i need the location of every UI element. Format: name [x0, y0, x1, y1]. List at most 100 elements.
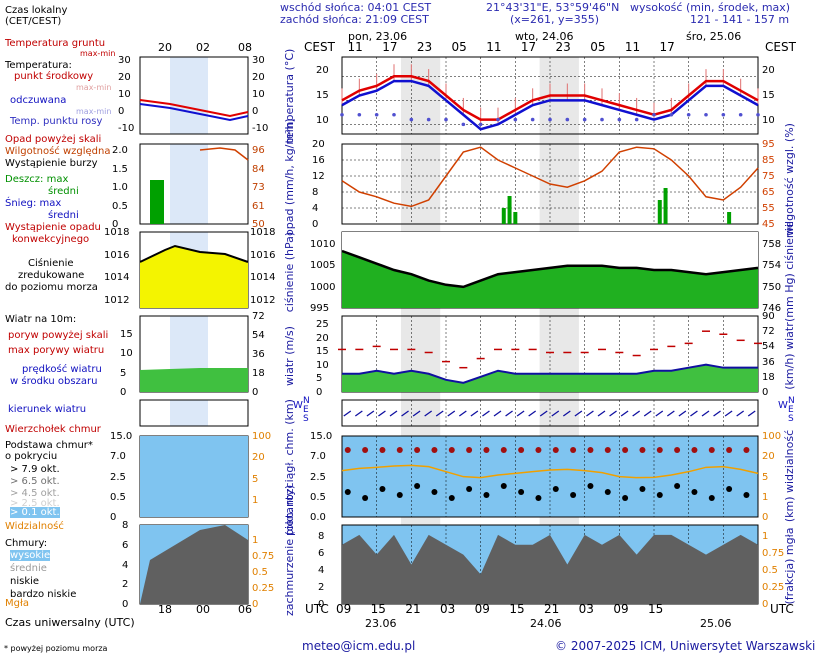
wind-direction-arrow	[701, 410, 710, 417]
cloud-top-dot	[743, 447, 750, 453]
wind-direction-arrow	[747, 410, 756, 417]
wind-direction-arrow	[597, 410, 606, 417]
legend-pres-tick-l-1: 1016	[104, 249, 130, 261]
legend-snow-mid: średni	[48, 210, 79, 221]
wind-tick-r-1: 72	[762, 326, 775, 338]
legend-wind-speed: prędkość wiatru	[22, 364, 102, 375]
wind-tick-l-5: 0	[316, 387, 323, 398]
wind-tick-l-0: 25	[316, 319, 329, 330]
rain-bar	[501, 208, 506, 224]
cloud-cover-area	[342, 534, 758, 604]
humidity-tick-r-5: 45	[762, 219, 775, 230]
legend-pres-tick-l-0: 1018	[104, 227, 130, 238]
legend-cover-tick-l-1: 6	[122, 539, 129, 551]
fog-axis-label: (frakcja) mgła	[783, 527, 796, 605]
dew-point-dot	[530, 117, 535, 122]
wind-direction-arrow	[620, 410, 629, 417]
cloud-base-dot	[656, 492, 663, 498]
humidity-tick-r-4: 55	[762, 203, 775, 214]
wind-tick-l-3: 10	[316, 359, 329, 371]
cest-hour-9: 17	[659, 40, 675, 54]
cloud-top-dot	[379, 447, 386, 453]
dew-point-dot	[634, 117, 639, 122]
cloud-base-dot	[743, 492, 750, 498]
legend-vis-tick-r-2: 5	[252, 473, 259, 485]
cloud-tick-l-0: 15.0	[310, 431, 333, 442]
wind-axis-label: wiatr (m/s)	[283, 326, 296, 386]
legend-fog-tick-r-3: 0.25	[252, 583, 275, 594]
cest-label-right: CEST	[765, 40, 796, 54]
contact-email-link[interactable]: meteo@icm.edu.pl	[302, 639, 416, 653]
day-date-2: 24.06	[530, 617, 562, 630]
legend-cloud-cover-area	[140, 525, 248, 604]
legend-temp-maxmin: max-min	[76, 83, 112, 92]
legend-cloud-tick-l-2: 2.5	[110, 471, 126, 483]
sunset-text: zachód słońca: 21:09 CEST	[280, 13, 429, 26]
legend-humidity-line	[199, 147, 249, 161]
cloud-base-dot	[466, 486, 473, 492]
dew-point-dot	[357, 112, 362, 117]
compass-left-n: N	[303, 396, 310, 406]
wind-tick-l-2: 15	[316, 346, 329, 358]
cloud-base-dot	[674, 483, 681, 489]
cloud-top-dot	[448, 447, 455, 453]
legend-pressure-line	[139, 244, 249, 263]
legend-okt-01: > 0.1 okt.	[10, 507, 60, 518]
compass-left-e: E	[303, 405, 309, 415]
legend-okt-45: > 4.5 okt.	[10, 488, 60, 499]
felt-temp-line	[341, 79, 759, 131]
utc-hour-0: 09	[336, 602, 352, 616]
utc-hour-9: 15	[648, 602, 664, 616]
cest-hour-5: 17	[520, 40, 537, 54]
cloud-top-dot	[362, 447, 369, 453]
night-band-0	[400, 57, 441, 604]
legend-humidity: Wilgotność względna	[5, 146, 111, 157]
cloud-top-dot	[431, 447, 438, 453]
humidity-line	[341, 146, 759, 208]
legend-hum-tick-r-1: 84	[252, 163, 265, 175]
cloud-tick-l-2: 2.5	[310, 471, 326, 483]
cest-hour-2: 23	[416, 40, 433, 54]
compass-right-w: W	[778, 400, 788, 411]
temp-mid-line	[341, 75, 759, 121]
coordinates-text: 21°43'31"E, 53°59'46"N	[486, 1, 620, 14]
cloud-top-dot	[518, 447, 525, 453]
legend-utc-06: 06	[238, 603, 252, 616]
legend-cover-tick-l-3: 2	[122, 579, 129, 591]
legend-gust-over: poryw powyżej skali	[8, 330, 109, 341]
visibility-tick-r-1: 20	[762, 451, 775, 463]
utc-hour-3: 03	[440, 602, 456, 616]
visibility-tick-r-4: 0	[762, 512, 769, 523]
compass-right-e: E	[788, 405, 794, 415]
utc-hour-8: 09	[613, 602, 629, 616]
wind-direction-arrow	[666, 410, 675, 417]
wind-direction-arrow	[643, 410, 652, 417]
rain-bar	[727, 212, 732, 224]
cloud-top-dot	[656, 447, 663, 453]
legend-temp-mid: punkt środkowy	[14, 71, 94, 82]
legend-convective-1: Wystąpienie opadu	[5, 222, 101, 233]
legend-cloud-tick-l-0: 15.0	[110, 431, 133, 442]
legend-clouds-vlow: bardzo niskie	[10, 589, 77, 600]
dew-point-dot	[392, 112, 396, 117]
cloud-top-dot	[570, 447, 577, 453]
cloud-base-dot	[379, 486, 386, 492]
legend-cloud-base-bg	[140, 436, 248, 517]
wind-direction-arrow	[366, 410, 375, 417]
wind-direction-arrow	[539, 410, 548, 417]
utc-hour-4: 09	[474, 602, 490, 616]
cloud-top-dot	[483, 447, 490, 453]
legend-utc-18: 18	[158, 603, 172, 616]
footnote: * powyżej poziomu morza	[4, 644, 108, 653]
fog-tick-r-4: 0	[762, 599, 769, 610]
utc-hour-7: 03	[578, 602, 594, 616]
cloud-top-dot	[708, 447, 715, 453]
dew-point-dot	[340, 112, 344, 117]
visibility-tick-r-3: 1	[762, 491, 769, 503]
pressure-tick-l-2: 1000	[310, 281, 336, 293]
legend-rain-mid: średni	[48, 186, 79, 197]
legend-panel-frame-0	[139, 56, 249, 135]
cloud-top-dot	[639, 447, 646, 453]
legend-night-band-4	[170, 400, 208, 426]
